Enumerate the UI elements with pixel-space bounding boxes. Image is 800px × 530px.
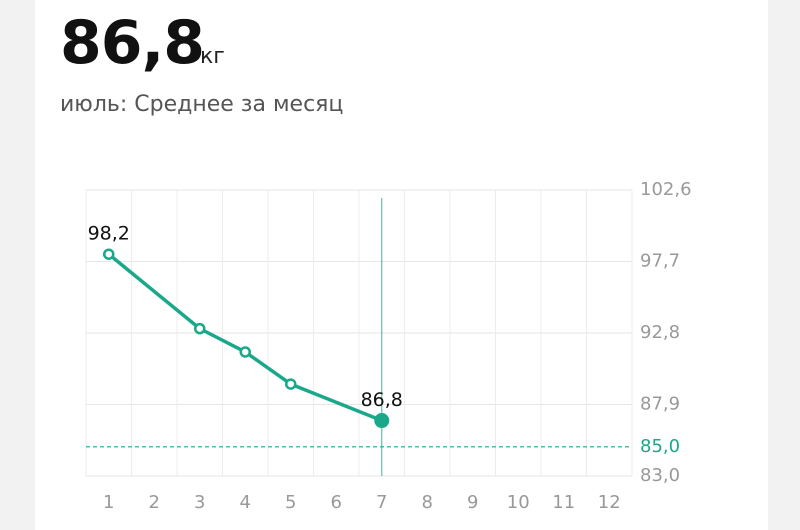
card: 86,8 кг июль: Среднее за месяц <box>35 0 768 530</box>
x-tick-label: 11 <box>552 492 575 513</box>
x-tick-label: 9 <box>467 492 478 513</box>
x-tick-label: 1 <box>103 492 114 513</box>
x-tick-label: 2 <box>149 492 160 513</box>
x-tick-label: 12 <box>598 492 621 513</box>
data-label: 98,2 <box>88 223 130 245</box>
point <box>285 378 297 390</box>
target-label: 85,0 <box>640 436 680 457</box>
x-tick-label: 3 <box>194 492 205 513</box>
x-tick-label: 10 <box>507 492 530 513</box>
point <box>194 322 206 335</box>
x-tick-label: 4 <box>240 492 251 513</box>
y-tick-label: 83,0 <box>640 465 680 486</box>
y-tick-label: 97,7 <box>640 251 680 272</box>
data-label: 86,8 <box>361 389 403 411</box>
line <box>107 252 384 423</box>
x-tick-label: 8 <box>422 492 433 513</box>
point <box>374 413 390 429</box>
y-tick-label: 87,9 <box>640 394 680 415</box>
x-tick-label: 6 <box>331 492 342 513</box>
current-value: 86,8 <box>60 8 205 78</box>
point <box>239 346 251 358</box>
x-tick-label: 7 <box>376 492 387 513</box>
subtitle: июль: Среднее за месяц <box>60 92 344 117</box>
x-tick-label: 5 <box>285 492 296 513</box>
point <box>103 248 115 260</box>
y-tick-label: 102,6 <box>640 179 692 200</box>
unit: кг <box>200 44 225 69</box>
y-tick-label: 92,8 <box>640 322 680 343</box>
